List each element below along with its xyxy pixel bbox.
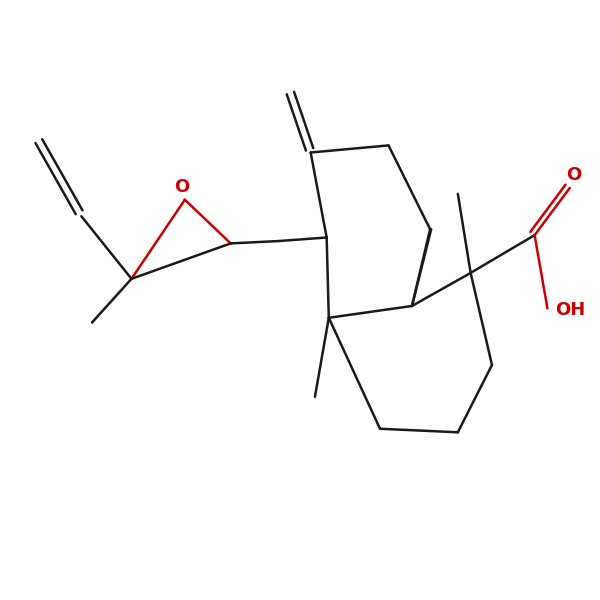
Text: OH: OH	[555, 301, 585, 319]
Text: O: O	[174, 178, 190, 196]
Text: O: O	[566, 166, 581, 184]
